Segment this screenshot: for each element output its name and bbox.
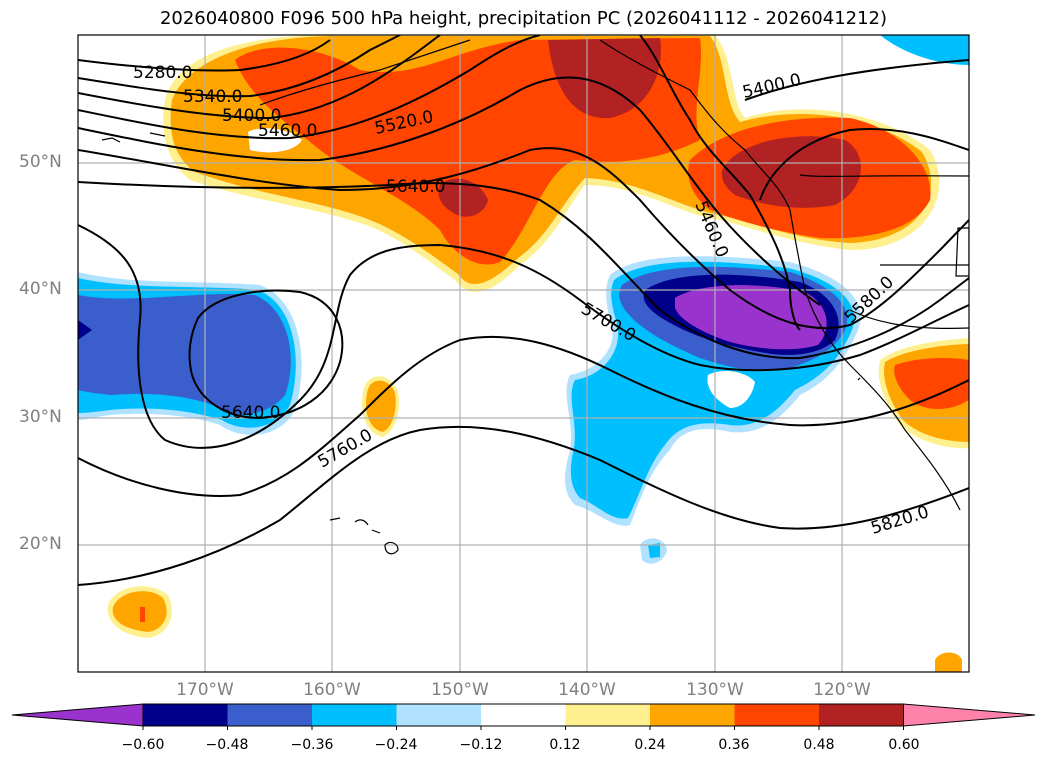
precip-warm-darkred-2 bbox=[721, 136, 862, 208]
contour-label: 5640.0 bbox=[221, 403, 280, 423]
lat-label: 30°N bbox=[19, 407, 62, 427]
contour-5760 bbox=[78, 335, 969, 497]
contour-5400-e bbox=[744, 59, 969, 101]
contour-5820 bbox=[78, 425, 969, 586]
lon-label: 150°W bbox=[431, 680, 489, 700]
lon-label: 170°W bbox=[176, 680, 234, 700]
contour-label: 5760.0 bbox=[315, 425, 377, 472]
precip-blob-center-orange bbox=[366, 380, 396, 432]
lon-label: 120°W bbox=[813, 680, 871, 700]
colorbar-tick-label: 0.60 bbox=[888, 737, 920, 753]
precip-blob-sw-red bbox=[140, 607, 145, 622]
colorbar-segment bbox=[819, 704, 904, 726]
height-contours bbox=[78, 35, 969, 586]
colorbar-segment bbox=[650, 704, 735, 726]
colorbar-segment bbox=[227, 704, 313, 726]
contour-label: 5400.0 bbox=[222, 106, 281, 126]
precip-warm-darkred-1 bbox=[548, 38, 661, 119]
contour-5460-w bbox=[78, 35, 541, 140]
colorbar-tick-label: 0.12 bbox=[549, 737, 581, 753]
lon-label: 140°W bbox=[558, 680, 616, 700]
contour-5640-ring bbox=[188, 289, 344, 420]
precip-notch bbox=[248, 128, 302, 153]
map-frame bbox=[77, 34, 970, 673]
lon-label: 160°W bbox=[303, 680, 361, 700]
lat-label: 40°N bbox=[19, 279, 62, 299]
colorbar-tick-label: −0.24 bbox=[374, 737, 418, 753]
colorbar-tick-label: −0.48 bbox=[205, 737, 249, 753]
colorbar-segment bbox=[143, 704, 228, 726]
colorbar-tick-label: 0.48 bbox=[803, 737, 835, 753]
contour-label: 5280.0 bbox=[133, 63, 192, 83]
contour-label: 5820.0 bbox=[869, 502, 932, 539]
precip-cold-east-purple bbox=[675, 285, 827, 350]
precip-layer bbox=[78, 35, 969, 672]
colorbar-tick-label: 0.36 bbox=[718, 737, 750, 753]
contour-5640-n bbox=[78, 181, 969, 360]
contour-5580 bbox=[78, 147, 969, 329]
contour-5460-e bbox=[639, 35, 801, 331]
contour-label: 5400.0 bbox=[741, 70, 803, 103]
colorbar-segment bbox=[481, 704, 566, 726]
gridlines bbox=[78, 35, 969, 672]
contour-5280 bbox=[78, 39, 331, 72]
precip-cold-east-hole bbox=[707, 370, 755, 408]
contour-north-arc bbox=[759, 128, 969, 201]
coastlines bbox=[101, 39, 969, 555]
precip-blob-hawaii-cyan bbox=[648, 543, 660, 558]
colorbar-tick-label: −0.12 bbox=[459, 737, 503, 753]
precip-blob-corner bbox=[935, 652, 962, 672]
precip-cold-west-navy bbox=[78, 320, 92, 340]
contour-label: 5460.0 bbox=[258, 121, 317, 141]
colorbar-tick-label: −0.60 bbox=[121, 737, 165, 753]
contour-5400-w bbox=[78, 35, 441, 120]
colorbar-segment bbox=[734, 704, 820, 726]
precip-cold-west-blue bbox=[78, 293, 291, 415]
colorbar-segment bbox=[396, 704, 482, 726]
contour-5340 bbox=[78, 35, 401, 98]
lon-label: 130°W bbox=[686, 680, 744, 700]
lat-label: 50°N bbox=[19, 152, 62, 172]
contour-5520 bbox=[78, 76, 821, 306]
colorbar-tick-label: 0.24 bbox=[634, 737, 666, 753]
colorbar-tick-label: −0.36 bbox=[290, 737, 334, 753]
colorbar bbox=[11, 703, 1036, 730]
colorbar-segment bbox=[312, 704, 397, 726]
precip-blob-se-red bbox=[894, 357, 969, 409]
contour-5700 bbox=[78, 224, 969, 449]
colorbar-extend-low bbox=[11, 703, 144, 727]
precip-blob-ne-cyan bbox=[880, 35, 969, 65]
lat-label: 20°N bbox=[19, 534, 62, 554]
colorbar-outline bbox=[142, 703, 904, 727]
contour-label: 5640.0 bbox=[386, 177, 445, 197]
precip-blob-sw-orange bbox=[112, 591, 167, 632]
colorbar-extend-high bbox=[903, 703, 1036, 727]
contour-label: 5340.0 bbox=[183, 87, 242, 107]
precip-warm-darkred-3 bbox=[438, 178, 488, 217]
chart-title: 2026040800 F096 500 hPa height, precipit… bbox=[159, 8, 888, 29]
colorbar-segment bbox=[565, 704, 651, 726]
